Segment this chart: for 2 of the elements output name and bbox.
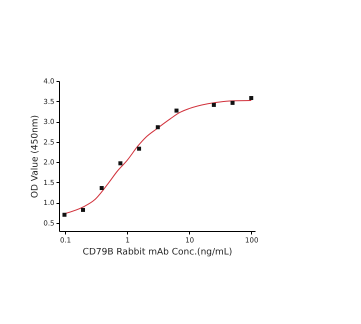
y-axis-title: OD Value (450nm) xyxy=(30,114,40,198)
x-axis-title: CD79B Rabbit mAb Conc.(ng/mL) xyxy=(82,248,232,258)
